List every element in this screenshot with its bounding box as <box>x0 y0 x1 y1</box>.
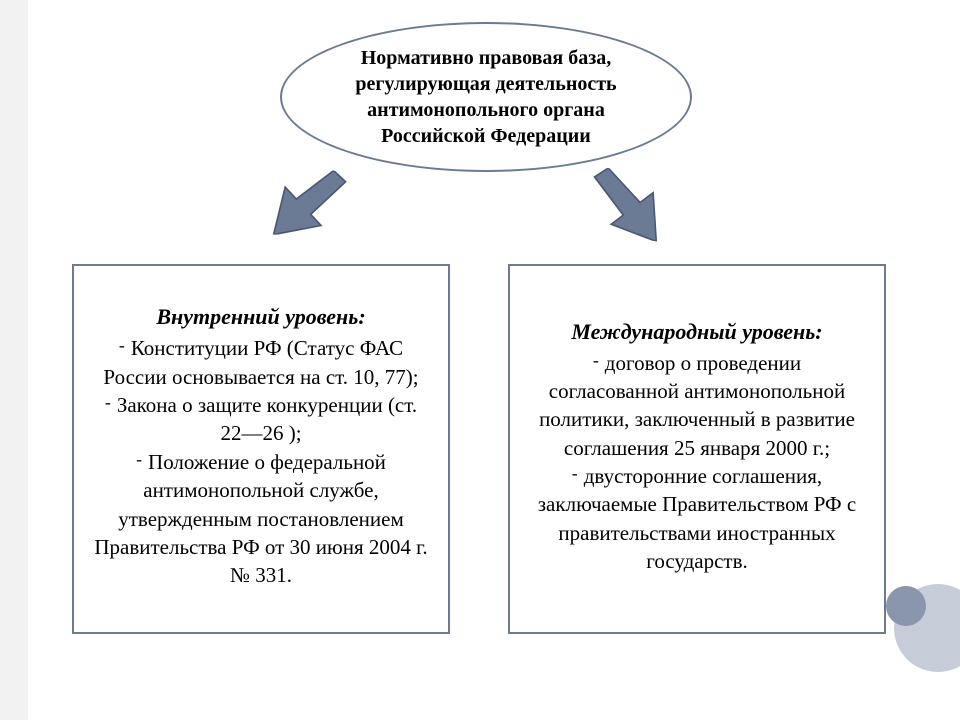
slide: Нормативно правовая база, регулирующая д… <box>0 0 960 720</box>
arrow-left <box>271 168 361 237</box>
arrow-right <box>572 164 668 242</box>
left-box-item: Положение о федеральной антимонопольной … <box>90 448 432 590</box>
left-box: Внутренний уровень: Конституции РФ (Стат… <box>72 264 450 634</box>
deco-circle-small <box>886 586 926 626</box>
left-box-item: Закона о защите конкуренции (ст. 22—26 )… <box>90 391 432 448</box>
title-ellipse-text: Нормативно правовая база, регулирующая д… <box>322 45 650 149</box>
left-side-bar <box>0 0 28 720</box>
left-box-title: Внутренний уровень: <box>90 304 432 330</box>
arrow-left-shape <box>274 169 346 237</box>
right-box: Международный уровень: договор о проведе… <box>508 264 886 634</box>
title-ellipse: Нормативно правовая база, регулирующая д… <box>280 22 692 172</box>
right-box-title: Международный уровень: <box>526 319 868 345</box>
right-box-item: двусторонние соглашения, заключаемые Пра… <box>526 462 868 575</box>
right-box-item: договор о проведении согласованной антим… <box>526 349 868 462</box>
decorative-circles <box>860 572 960 672</box>
left-box-item: Конституции РФ (Статус ФАС России основы… <box>90 334 432 391</box>
arrow-right-shape <box>587 166 666 241</box>
